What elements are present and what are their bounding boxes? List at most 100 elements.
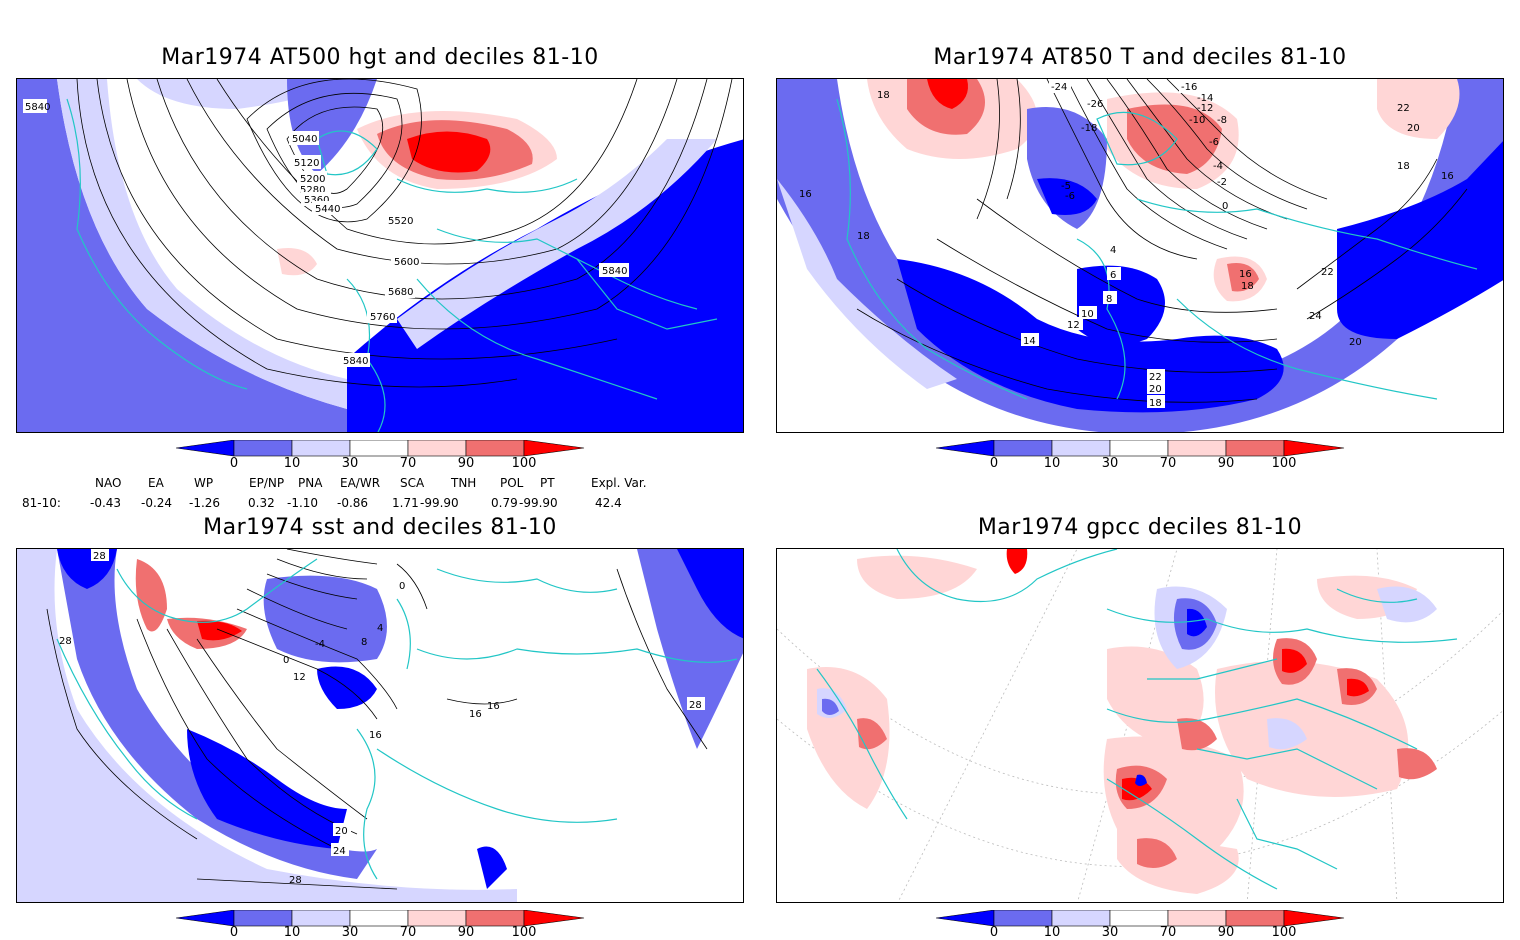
index-value: 0.32 [248,496,275,510]
colorbar-label: 70 [399,925,417,940]
colorbar-label: 100 [1271,456,1297,471]
index-header: EA [148,476,164,490]
contour-label: 5840 [602,266,627,277]
panel-title-hgt: Mar1974 AT500 hgt and deciles 81-10 [161,45,599,70]
index-header: POL [500,476,524,490]
contour-label: 28 [59,636,72,647]
colorbar-label: 100 [511,925,537,940]
panel-title-t850: Mar1974 AT850 T and deciles 81-10 [933,45,1347,70]
contour-label: 5120 [294,158,319,169]
colorbar-sst: 0 10 30 70 90 100 [176,910,586,940]
contour-label: 16 [469,709,482,720]
index-header: Expl. Var. [591,476,647,490]
index-header: NAO [95,476,122,490]
contour-label: 12 [1067,320,1080,331]
index-value: 0.79 [491,496,518,510]
contour-label: -5 [1061,181,1071,192]
colorbar-gpcc: 0 10 30 70 90 100 [936,910,1346,940]
contour-label: 5360 [304,195,329,206]
contour-label: 4 [377,623,383,634]
contour-label: 16 [487,701,500,712]
colorbar-label: 90 [1217,925,1235,940]
contour-label: -18 [1081,123,1097,134]
contour-label: 28 [93,551,106,562]
index-value: -0.24 [141,496,173,510]
panel-title-gpcc: Mar1974 gpcc deciles 81-10 [977,515,1303,540]
contour-label: 0 [283,655,289,666]
contour-label: 8 [361,637,367,648]
contour-label: -4 [315,639,325,650]
index-header: WP [194,476,214,490]
contour-label: 22 [1149,372,1162,383]
contour-label: -6 [1209,137,1219,148]
contour-label: 16 [1441,171,1454,182]
contour-label: 20 [1349,337,1362,348]
contour-label: -26 [1087,99,1103,110]
index-value: -1.10 [287,496,319,510]
colorbar-label: 0 [229,456,239,471]
index-header: EP/NP [249,476,285,490]
index-header: TNH [451,476,477,490]
contour-label: -24 [1051,82,1067,93]
colorbar-t850: 0 10 30 70 90 100 [936,440,1346,474]
contour-label: 5840 [343,356,368,367]
contour-label: 5760 [370,312,395,323]
index-value: -99.90 [519,496,558,510]
contour-label: 5280 [300,185,325,196]
contour-label: -4 [1213,161,1223,172]
contour-label: 16 [369,730,382,741]
colorbar-label: 70 [399,456,417,471]
colorbar-label: 70 [1159,456,1177,471]
index-header: EA/WR [340,476,381,490]
contour-label: 24 [333,846,346,857]
contour-label: 5680 [388,287,413,298]
colorbar-label: 90 [457,456,475,471]
contour-label: -6 [1065,191,1075,202]
contour-label: 5200 [300,174,325,185]
colorbar-label: 0 [989,456,999,471]
contour-label: 20 [1149,384,1162,395]
colorbar-label: 0 [989,925,999,940]
contour-label: 28 [289,875,302,886]
colorbar-label: 90 [1217,456,1235,471]
colorbar-label: 10 [1043,925,1061,940]
index-value: -1.26 [189,496,221,510]
colorbar-label: 90 [457,925,475,940]
contour-label: 20 [1407,123,1420,134]
contour-label: 18 [877,90,890,101]
contour-label: -10 [1189,115,1205,126]
map-panel-hgt: 5840 5040 5120 5200 5280 5360 5440 5520 … [16,78,744,433]
index-value: -0.86 [337,496,369,510]
colorbar-label: 10 [283,456,301,471]
index-value: -99.90 [420,496,459,510]
contour-label: 5440 [315,204,340,215]
map-panel-sst: 28 28 0 4 8 -4 0 12 16 16 20 24 28 28 16 [16,548,744,903]
contour-label: 22 [1321,267,1334,278]
contour-label: 5600 [394,257,419,268]
contour-label: 16 [1239,269,1252,280]
index-header: PT [540,476,555,490]
colorbar-label: 70 [1159,925,1177,940]
contour-label: 18 [857,231,870,242]
index-header: SCA [400,476,425,490]
contour-label: -14 [1197,93,1213,104]
map-panel-gpcc [776,548,1504,903]
colorbar-hgt: 0 10 30 70 90 100 [176,440,586,474]
map-panel-t850: 18 -24 -26 -18 -16 -14 -12 -10 -8 -6 -4 … [776,78,1504,433]
contour-label: -2 [1217,177,1227,188]
contour-label: 20 [335,826,348,837]
colorbar-label: 30 [341,456,359,471]
contour-label: 18 [1241,281,1254,292]
contour-label: 12 [293,672,306,683]
contour-label: 0 [399,581,405,592]
index-row-label: 81-10: [22,496,61,510]
colorbar-label: 10 [283,925,301,940]
index-header: PNA [298,476,323,490]
contour-label: 14 [1023,336,1036,347]
contour-label: 10 [1081,309,1094,320]
contour-label: 18 [1149,398,1162,409]
contour-label: 5520 [388,216,413,227]
colorbar-label: 30 [341,925,359,940]
contour-label: 22 [1397,103,1410,114]
contour-label: 18 [1397,161,1410,172]
